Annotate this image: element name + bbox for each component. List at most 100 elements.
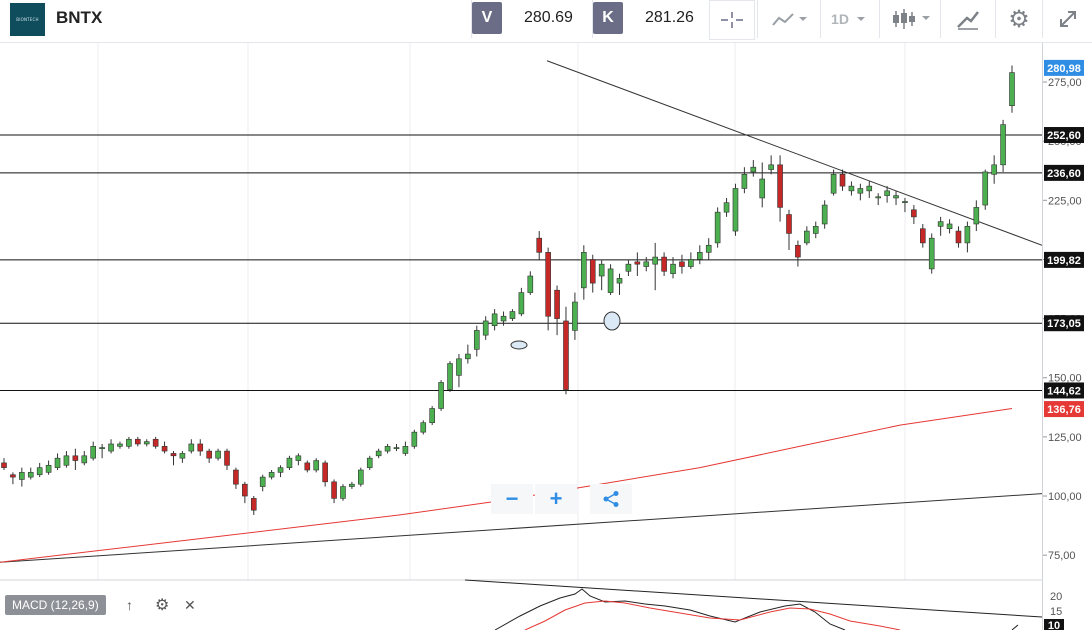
- candle-body: [893, 195, 899, 199]
- price-tick-label: 100,00: [1048, 491, 1082, 503]
- candle: [563, 306, 569, 395]
- candle-body: [456, 358, 462, 376]
- indicator-settings-button[interactable]: ⚙: [155, 595, 169, 615]
- candle-body: [259, 476, 266, 487]
- candle: [786, 209, 792, 250]
- ask-quote[interactable]: K 281.26: [592, 0, 705, 38]
- candle: [643, 257, 650, 272]
- candle-body: [768, 164, 774, 170]
- candle-body: [928, 237, 935, 270]
- candle: [313, 458, 320, 473]
- candle-body: [625, 263, 632, 272]
- expand-icon: [1060, 11, 1076, 27]
- candle: [54, 453, 61, 470]
- move-up-button[interactable]: ↑: [126, 597, 133, 613]
- last-price-badge-bg: [1044, 59, 1084, 76]
- candle-body: [857, 188, 864, 194]
- chart-type-button[interactable]: [757, 0, 820, 38]
- candle: [1000, 119, 1006, 172]
- share-button[interactable]: [590, 484, 632, 514]
- candle: [991, 155, 997, 184]
- bid-quote[interactable]: V 280.69: [471, 0, 584, 38]
- candle: [250, 496, 257, 515]
- trend-line: [0, 493, 1042, 563]
- candle-body: [491, 313, 498, 326]
- macd-signal-line: [524, 600, 901, 630]
- candle-body: [402, 446, 409, 454]
- candle-body: [732, 188, 739, 232]
- level-price-badge-text: 236,60: [1047, 168, 1081, 180]
- price-tick-label: 225,00: [1048, 195, 1082, 207]
- candle-body: [723, 202, 730, 213]
- candle-body: [991, 164, 997, 175]
- settings-button[interactable]: ⚙: [995, 0, 1042, 38]
- candle: [170, 451, 177, 466]
- candlestick-icon: [893, 9, 930, 29]
- candle: [456, 354, 462, 388]
- candle: [482, 316, 489, 340]
- level-price-badge-bg: [1044, 315, 1084, 332]
- price-chart[interactable]: [0, 43, 1042, 630]
- candle-body: [36, 467, 43, 476]
- zoom-out-button[interactable]: −: [491, 484, 533, 514]
- candle: [179, 451, 186, 463]
- candle-body: [884, 190, 890, 196]
- macd-pane: [464, 579, 1042, 630]
- candle: [821, 200, 828, 229]
- drawing-tools-button[interactable]: [940, 0, 995, 38]
- ma-price-badge-bg: [1044, 401, 1084, 418]
- candle: [81, 451, 88, 466]
- candle: [349, 481, 355, 489]
- candle: [812, 221, 819, 239]
- candle: [652, 242, 658, 291]
- candle-body: [224, 450, 230, 466]
- candle: [857, 183, 864, 201]
- candle: [331, 479, 337, 504]
- candle-body: [1, 462, 7, 468]
- candle: [152, 436, 159, 449]
- candle: [946, 219, 953, 234]
- candle-body: [72, 455, 79, 461]
- candle-body: [358, 469, 364, 485]
- candle: [206, 448, 212, 463]
- candle-body: [652, 256, 658, 265]
- level-price-badge-bg: [1044, 382, 1084, 399]
- drawing-tools-icon: [957, 11, 979, 30]
- candle-body: [366, 457, 373, 468]
- candle-body: [848, 185, 855, 192]
- candle: [277, 465, 284, 478]
- level-price-badge: 144,62: [1044, 382, 1084, 399]
- candle-body: [679, 261, 685, 267]
- close-icon: ✕: [184, 597, 196, 613]
- candle: [45, 460, 52, 475]
- candle: [358, 467, 364, 487]
- toolbar: BIONTECH BNTX V 280.69 K 281.26 1D: [0, 0, 1092, 43]
- remove-indicator-button[interactable]: ✕: [184, 597, 196, 614]
- gear-icon: ⚙: [155, 597, 170, 614]
- level-price-badge-bg: [1044, 164, 1084, 181]
- candle-body: [420, 422, 427, 433]
- candle-style-button[interactable]: [879, 0, 940, 38]
- candle: [964, 221, 971, 253]
- candle: [233, 467, 239, 489]
- candle-body: [233, 469, 239, 485]
- zoom-in-button[interactable]: +: [535, 484, 577, 514]
- candle-body: [447, 363, 453, 390]
- candle: [322, 460, 328, 487]
- candle-body: [340, 486, 346, 499]
- candle: [188, 439, 195, 454]
- candle-body: [875, 196, 881, 199]
- macd-indicator-label[interactable]: MACD (12,26,9): [5, 595, 106, 615]
- candle: [705, 238, 712, 260]
- candle: [224, 448, 230, 470]
- timeframe-select[interactable]: 1D: [820, 0, 879, 38]
- candle-body: [527, 275, 534, 293]
- candle-body: [804, 230, 810, 244]
- candle: [875, 193, 881, 206]
- fullscreen-button[interactable]: [1042, 0, 1092, 38]
- ma-price-badge-text: 136,76: [1047, 404, 1081, 416]
- level-price-badge: 236,60: [1044, 164, 1084, 181]
- candle-body: [331, 481, 337, 499]
- candle: [955, 226, 962, 248]
- crosshair-button[interactable]: [709, 0, 755, 40]
